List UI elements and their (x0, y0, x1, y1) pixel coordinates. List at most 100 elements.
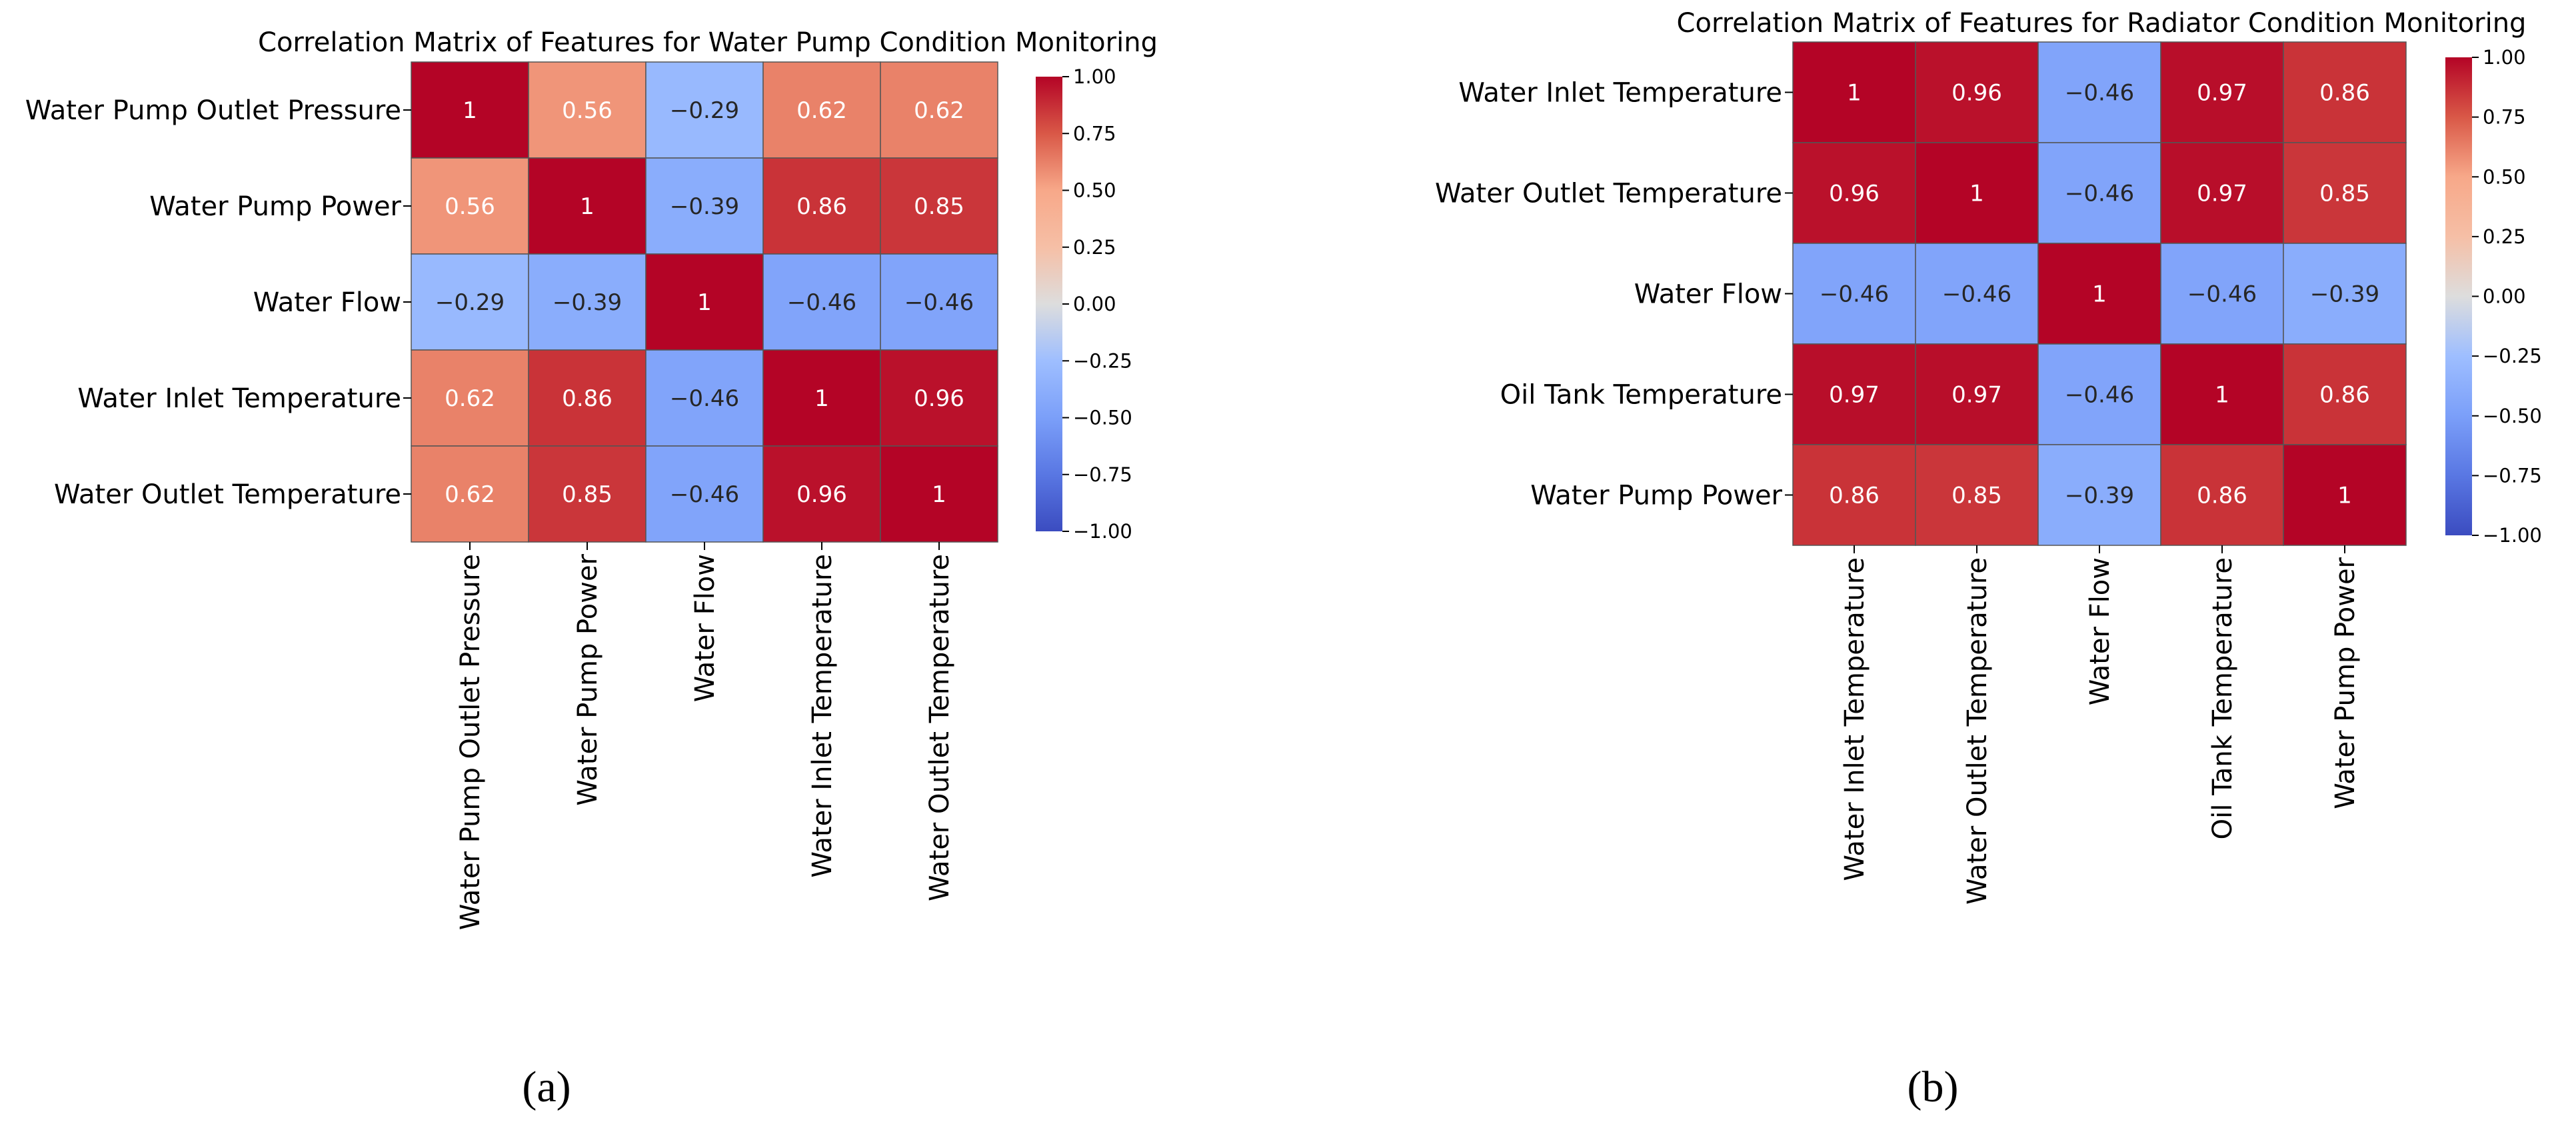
cell-value-label: 1 (1847, 80, 1862, 107)
cell-value-label: 0.86 (562, 385, 613, 412)
heatmap-cells: 1 0.96 −0.46 0.97 0.86 0.96 1 −0.46 0.97 0.85 −0.4… (1792, 41, 2407, 546)
heatmap-cell (1792, 142, 1916, 244)
column-label: Water Pump Outlet Pressure (455, 554, 486, 930)
cell-value-label: 1 (580, 193, 595, 220)
colorbar-gradient (2445, 57, 2472, 535)
heatmap-cell (880, 157, 998, 255)
column-label: Water Pump Power (2330, 557, 2361, 809)
row-label: Water Inlet Temperature (1458, 78, 1782, 109)
colorbar-tick-label: 0.50 (1073, 179, 1116, 202)
column-labels: Water Inlet Temperature Water Outlet Temp… (1840, 545, 2361, 905)
cell-value-label: −0.46 (2065, 181, 2134, 207)
heatmap-cell (528, 445, 646, 543)
colorbar-tick-label: 0.00 (1073, 293, 1116, 315)
row-label: Water Pump Outlet Pressure (25, 95, 401, 126)
heatmap-cell (2283, 41, 2407, 143)
cell-value-label: 0.85 (2319, 181, 2370, 207)
row-labels: Water Inlet Temperature Water Outlet Temp… (1435, 78, 1793, 511)
heatmap-cell (645, 61, 764, 159)
heatmap-cell (2160, 444, 2284, 546)
chart-title: Correlation Matrix of Features for Water… (258, 27, 1158, 58)
cell-value-label: −0.46 (1820, 281, 1889, 308)
column-label: Oil Tank Temperature (2207, 557, 2238, 839)
cell-value-label: −0.39 (2310, 281, 2379, 308)
heatmap-cell (2037, 243, 2161, 345)
row-label: Water Inlet Temperature (77, 383, 401, 414)
cell-value-label: −0.39 (553, 289, 622, 316)
column-label: Water Flow (2085, 557, 2115, 705)
heatmap-cell (1915, 142, 2039, 244)
cell-value-label: 0.86 (2319, 382, 2370, 409)
cell-value-label: 0.62 (796, 97, 847, 124)
heatmap-cell (1915, 243, 2039, 345)
cell-value-label: 1 (814, 385, 829, 412)
panel-label: (b) (1908, 1063, 1959, 1111)
column-label: Water Flow (690, 554, 720, 702)
colorbar-tick-label: 0.50 (2483, 165, 2526, 188)
heatmap-cell (528, 253, 646, 351)
heatmap-cell (645, 157, 764, 255)
column-label: Water Inlet Temperature (1840, 557, 1870, 881)
heatmap-cell (645, 253, 764, 351)
cell-value-label: 1 (2337, 483, 2352, 509)
chart-title: Correlation Matrix of Features for Radia… (1677, 8, 2527, 39)
heatmap-cell (2283, 444, 2407, 546)
row-label: Oil Tank Temperature (1500, 380, 1782, 411)
heatmap-cell (411, 61, 529, 159)
heatmap-panel-a: Correlation Matrix of Features for Water… (25, 27, 1158, 1111)
colorbar: 1.00 0.75 0.50 0.25 0.00 −0.25 −0.50 −0.75 −1.00 (1036, 65, 1132, 543)
cell-value-label: 0.96 (1829, 181, 1880, 207)
heatmap-cell (2160, 41, 2284, 143)
cell-value-label: −0.46 (670, 385, 739, 412)
colorbar-tick-label: −0.75 (1073, 463, 1132, 486)
panel-label: (a) (522, 1063, 571, 1111)
heatmap-cell (645, 445, 764, 543)
heatmap-cell (2037, 41, 2161, 143)
column-label: Water Outlet Temperature (1962, 557, 1993, 905)
cell-value-label: −0.46 (1942, 281, 2011, 308)
colorbar-tick-label: −0.50 (1073, 407, 1132, 429)
cell-value-label: 1 (932, 481, 946, 508)
cell-value-label: −0.46 (787, 289, 856, 316)
heatmap-cell (762, 61, 881, 159)
row-label: Water Flow (1634, 279, 1782, 310)
cell-value-label: 0.97 (1951, 382, 2002, 409)
heatmap-cell (2283, 343, 2407, 445)
cell-value-label: −0.29 (435, 289, 505, 316)
cell-value-label: 1 (1969, 181, 1984, 207)
cell-value-label: 1 (2215, 382, 2229, 409)
cell-value-label: 0.56 (562, 97, 613, 124)
cell-value-label: 0.96 (1951, 80, 2002, 107)
cell-value-label: 0.56 (445, 193, 495, 220)
colorbar-tick-label: −1.00 (1073, 520, 1132, 543)
heatmap-cell (762, 349, 881, 447)
column-label: Water Outlet Temperature (924, 554, 955, 901)
cell-value-label: 1 (463, 97, 477, 124)
heatmap-panel-b: Correlation Matrix of Features for Radia… (1435, 8, 2542, 1111)
cell-value-label: −0.46 (2065, 382, 2134, 409)
cell-value-label: 0.96 (914, 385, 964, 412)
heatmap-cell (645, 349, 764, 447)
heatmap-cell (1915, 41, 2039, 143)
cell-value-label: 0.96 (796, 481, 847, 508)
colorbar-tick-label: 0.25 (1073, 236, 1116, 259)
colorbar-tick-label: −0.25 (2483, 345, 2542, 367)
heatmap-cell (2160, 343, 2284, 445)
colorbar-tick-label: 1.00 (2483, 46, 2526, 69)
cell-value-label: 0.85 (914, 193, 964, 220)
heatmap-cell (411, 157, 529, 255)
cell-value-label: 0.62 (914, 97, 964, 124)
heatmap-cell (762, 253, 881, 351)
heatmap-cell (880, 253, 998, 351)
colorbar-tick-label: 0.75 (2483, 106, 2526, 129)
heatmap-cells: 1 0.56 −0.29 0.62 0.62 0.56 1 −0.39 0.86 0.85 −0.2… (411, 61, 998, 543)
colorbar-tick-label: 0.25 (2483, 225, 2526, 248)
heatmap-cell (2283, 142, 2407, 244)
column-label: Water Inlet Temperature (807, 554, 838, 878)
colorbar-tick-label: −1.00 (2483, 524, 2542, 547)
cell-value-label: −0.29 (670, 97, 739, 124)
cell-value-label: 0.86 (2197, 483, 2247, 509)
row-label: Water Pump Power (149, 191, 401, 222)
cell-value-label: −0.39 (2065, 483, 2134, 509)
